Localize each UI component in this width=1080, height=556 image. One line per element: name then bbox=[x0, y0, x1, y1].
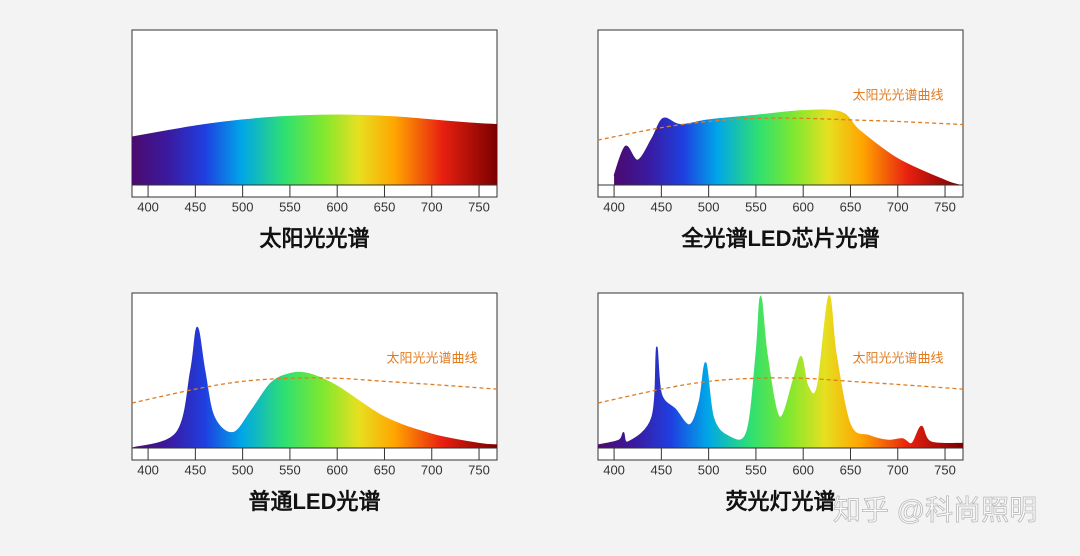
spectrum-curve bbox=[613, 109, 960, 186]
x-tick-label: 750 bbox=[468, 462, 490, 477]
reference-curve bbox=[131, 377, 498, 404]
spectrum-fill bbox=[132, 327, 497, 448]
x-tick-label: 600 bbox=[326, 199, 348, 214]
x-tick-label: 450 bbox=[185, 199, 207, 214]
x-tick-label: 600 bbox=[792, 199, 814, 214]
reference-label: 太阳光光谱曲线 bbox=[852, 350, 943, 365]
x-tick-label: 600 bbox=[326, 462, 348, 477]
x-tick-label: 650 bbox=[840, 462, 862, 477]
x-tick-label: 750 bbox=[934, 462, 956, 477]
spectrum-fill bbox=[132, 115, 497, 185]
x-tick-label: 700 bbox=[421, 199, 443, 214]
reference-curve bbox=[597, 377, 964, 404]
x-tick-label: 550 bbox=[745, 199, 767, 214]
spectrum-curve bbox=[131, 326, 498, 449]
x-tick-label: 550 bbox=[279, 199, 301, 214]
reference-curve bbox=[597, 117, 964, 141]
x-tick-label: 500 bbox=[698, 462, 720, 477]
chart-title: 全光谱LED芯片光谱 bbox=[680, 226, 879, 251]
x-tick-label: 450 bbox=[651, 462, 673, 477]
x-tick-label: 700 bbox=[421, 462, 443, 477]
x-tick-label: 550 bbox=[279, 462, 301, 477]
x-tick-label: 750 bbox=[468, 199, 490, 214]
watermark: 知乎 @科尚照明 bbox=[833, 494, 1037, 525]
x-tick-label: 650 bbox=[374, 199, 396, 214]
chart-title: 太阳光光谱 bbox=[259, 226, 369, 251]
x-tick-label: 500 bbox=[232, 199, 254, 214]
spectrum-curve bbox=[597, 295, 964, 446]
x-tick-label: 450 bbox=[651, 199, 673, 214]
x-tick-label: 550 bbox=[745, 462, 767, 477]
chart-title: 普通LED光谱 bbox=[248, 489, 380, 514]
spectrum-fill bbox=[614, 109, 960, 185]
chart: 400 450 500 550 600 650 700 750 太阳光光谱曲线全光谱LED芯片光… bbox=[597, 29, 964, 251]
x-tick-label: 400 bbox=[137, 462, 159, 477]
x-tick-label: 500 bbox=[232, 462, 254, 477]
x-tick-label: 500 bbox=[698, 199, 720, 214]
x-tick-label: 400 bbox=[603, 199, 625, 214]
chart-title: 荧光灯光谱 bbox=[725, 489, 835, 514]
x-tick-label: 700 bbox=[887, 462, 909, 477]
x-tick-label: 650 bbox=[840, 199, 862, 214]
spectrum-curve bbox=[131, 114, 498, 138]
x-tick-label: 650 bbox=[374, 462, 396, 477]
x-tick-label: 400 bbox=[603, 462, 625, 477]
reference-label: 太阳光光谱曲线 bbox=[386, 350, 477, 365]
x-tick-label: 750 bbox=[934, 199, 956, 214]
x-tick-label: 700 bbox=[887, 199, 909, 214]
x-tick-label: 450 bbox=[185, 462, 207, 477]
x-tick-label: 600 bbox=[792, 462, 814, 477]
x-tick-label: 400 bbox=[137, 199, 159, 214]
reference-label: 太阳光光谱曲线 bbox=[852, 87, 943, 102]
chart: 400 450 500 550 600 650 700 750 太阳光光谱 bbox=[131, 29, 498, 251]
